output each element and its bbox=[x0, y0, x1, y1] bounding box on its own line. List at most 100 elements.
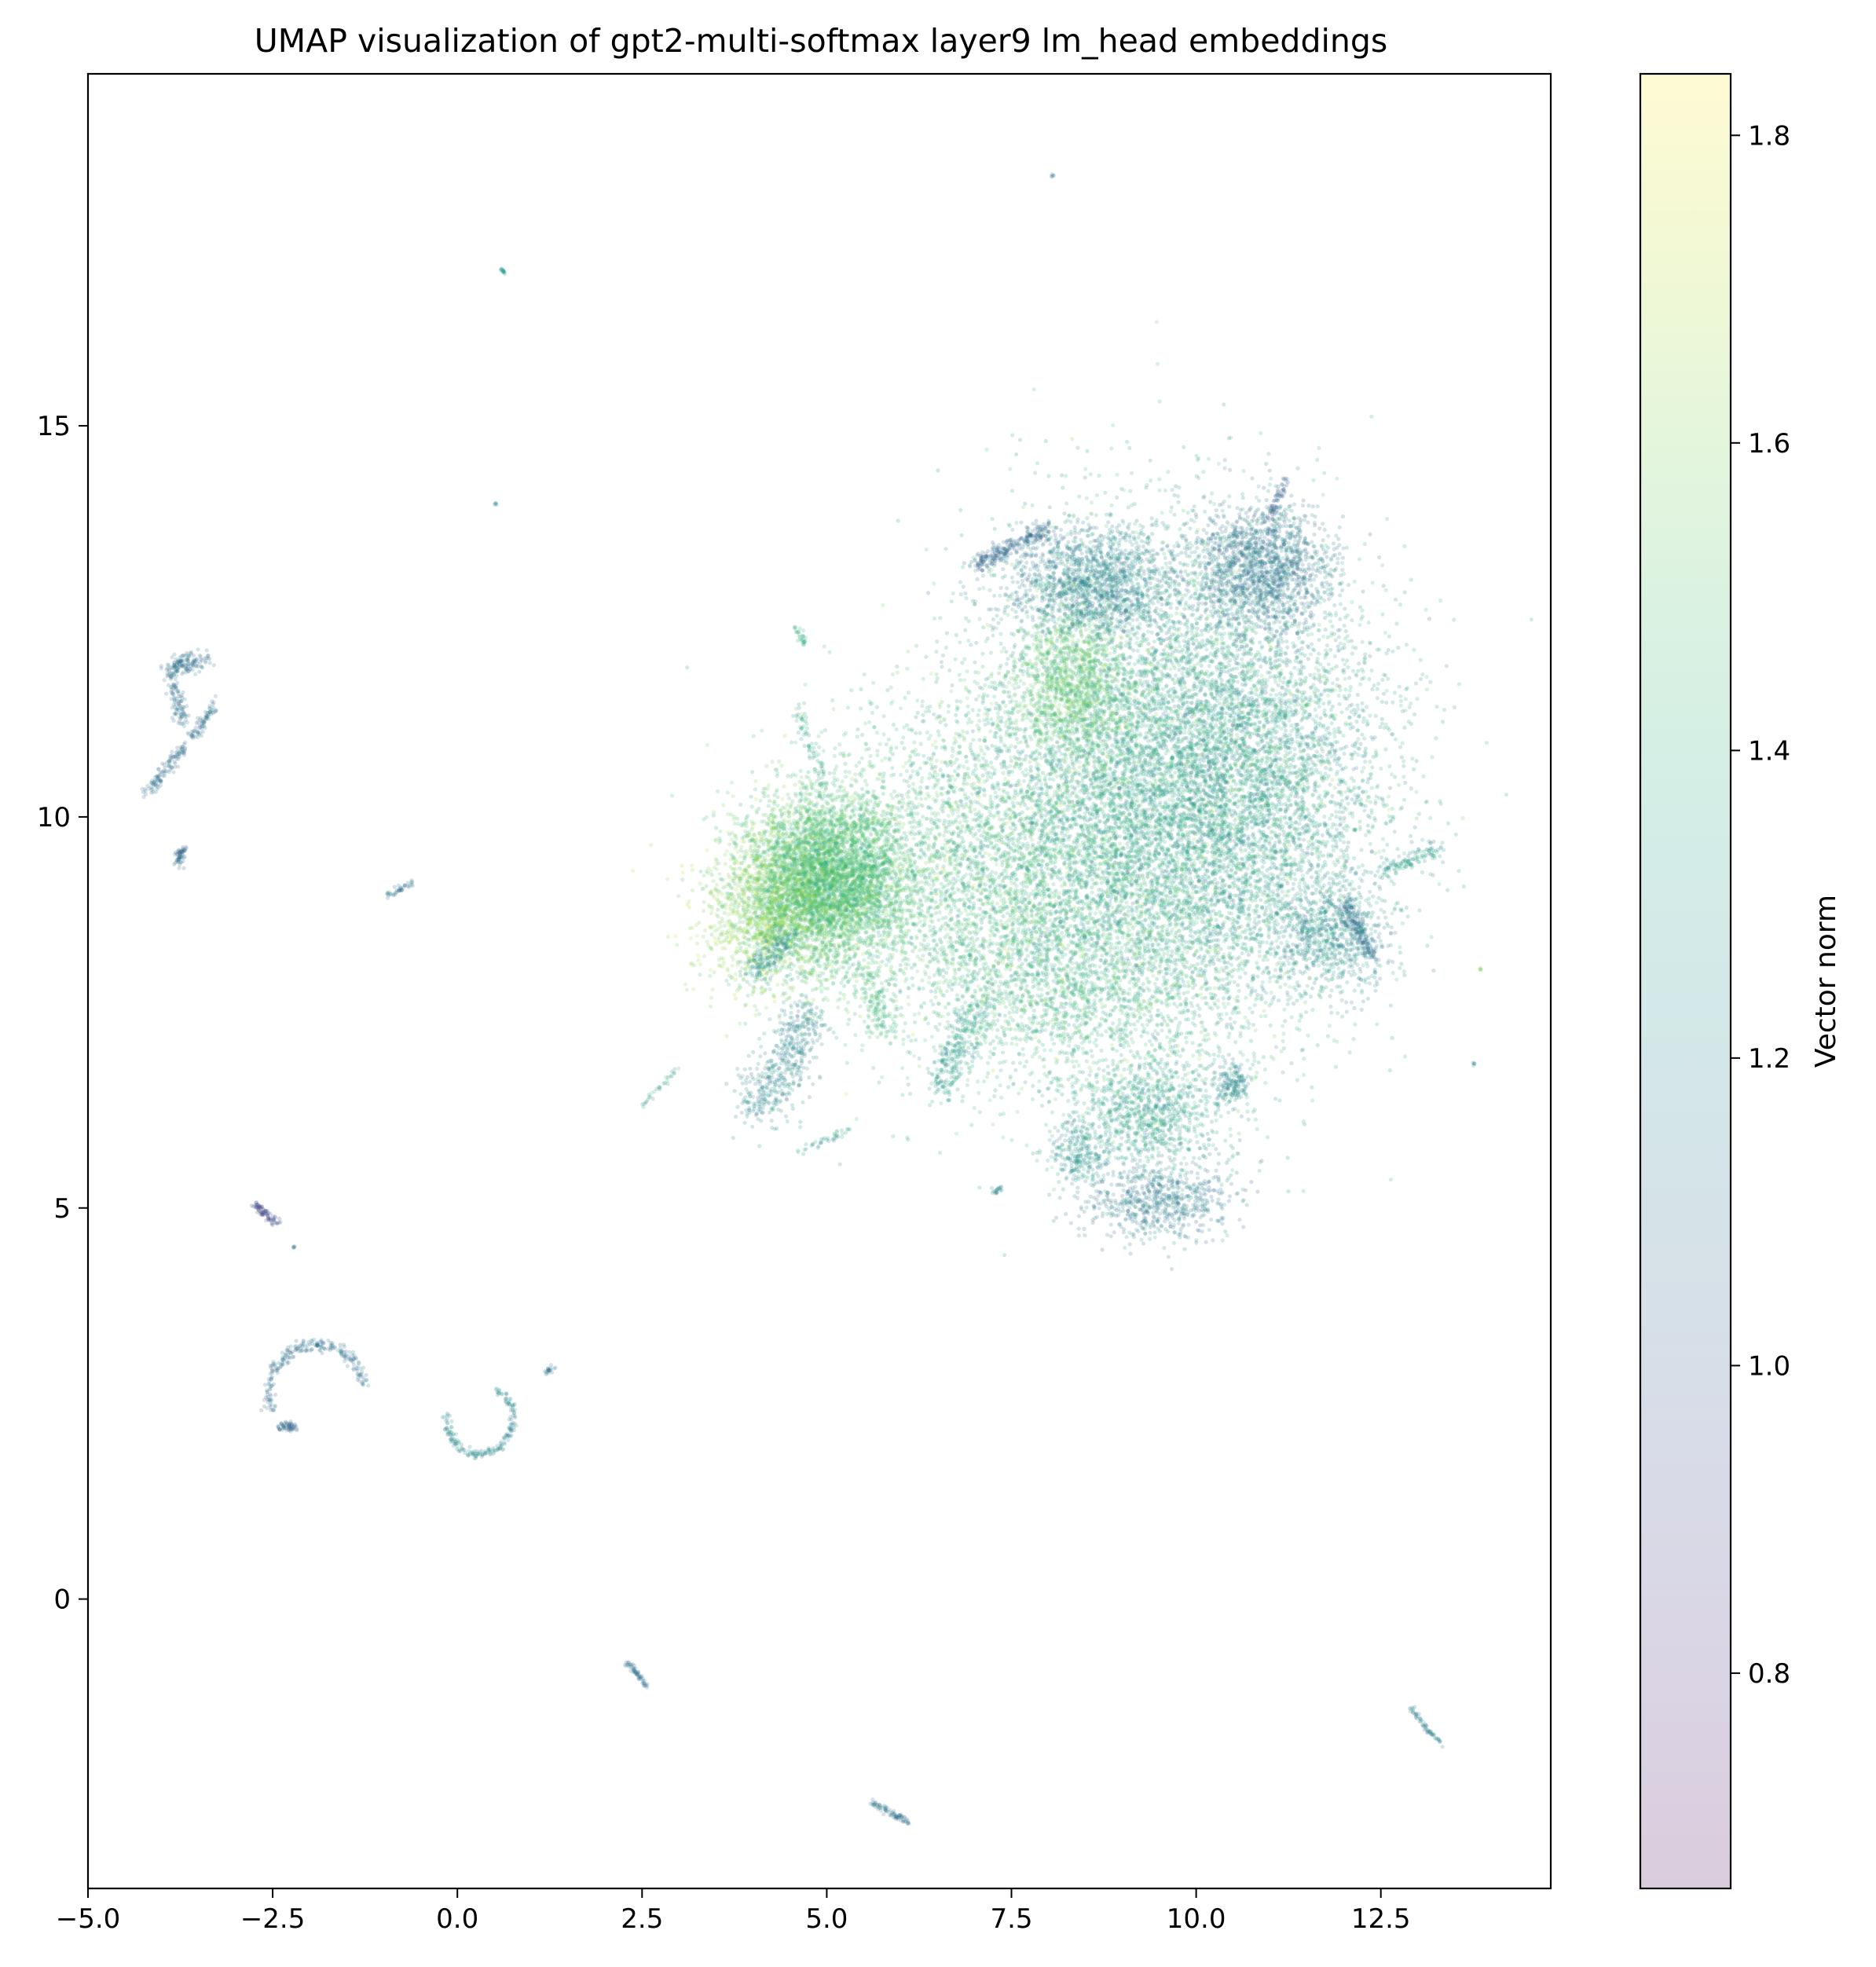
data-point bbox=[823, 841, 826, 844]
data-point bbox=[835, 811, 839, 815]
data-point bbox=[850, 844, 854, 848]
chart-title: UMAP visualization of gpt2-multi-softmax… bbox=[255, 22, 1387, 60]
data-point bbox=[804, 784, 808, 788]
data-point bbox=[785, 982, 789, 986]
data-point bbox=[870, 849, 874, 853]
data-point bbox=[859, 831, 863, 835]
data-point bbox=[743, 830, 747, 833]
data-point bbox=[799, 769, 803, 773]
data-point bbox=[818, 811, 822, 815]
data-point bbox=[756, 849, 760, 853]
data-point bbox=[860, 756, 864, 760]
data-point bbox=[840, 926, 844, 930]
data-point bbox=[789, 804, 793, 808]
data-point bbox=[790, 967, 793, 971]
data-point bbox=[841, 795, 845, 799]
data-point bbox=[881, 893, 885, 897]
data-point bbox=[808, 859, 812, 863]
data-point bbox=[856, 946, 860, 950]
data-point bbox=[795, 970, 799, 974]
data-point bbox=[709, 932, 713, 936]
data-point bbox=[785, 831, 789, 835]
data-point bbox=[914, 935, 918, 939]
data-point bbox=[844, 762, 848, 766]
data-point bbox=[771, 760, 775, 764]
data-point bbox=[780, 797, 784, 801]
data-point bbox=[746, 814, 749, 818]
data-point bbox=[859, 869, 863, 873]
data-point bbox=[775, 804, 779, 808]
data-point bbox=[849, 917, 853, 921]
data-point bbox=[911, 782, 915, 786]
data-point bbox=[730, 831, 734, 835]
data-point bbox=[834, 854, 838, 858]
data-point bbox=[783, 837, 787, 841]
data-point bbox=[785, 803, 789, 807]
data-point bbox=[772, 793, 776, 797]
data-point bbox=[753, 779, 757, 783]
data-point bbox=[788, 823, 792, 827]
data-point bbox=[853, 772, 857, 776]
data-point bbox=[811, 911, 815, 915]
data-point bbox=[735, 817, 739, 821]
data-point bbox=[808, 886, 812, 890]
data-point bbox=[831, 815, 835, 819]
data-point bbox=[787, 797, 791, 800]
data-point bbox=[705, 815, 709, 819]
data-point bbox=[773, 767, 777, 771]
data-point bbox=[841, 965, 845, 969]
data-point bbox=[749, 795, 753, 799]
data-point bbox=[714, 826, 718, 830]
data-point bbox=[750, 770, 754, 774]
data-point bbox=[832, 858, 836, 862]
data-point bbox=[838, 991, 842, 994]
data-point bbox=[759, 799, 763, 803]
data-point bbox=[766, 794, 770, 798]
data-point bbox=[880, 759, 884, 763]
data-point bbox=[855, 980, 859, 983]
data-point bbox=[764, 764, 768, 768]
data-point bbox=[800, 794, 804, 798]
data-point bbox=[820, 884, 824, 888]
data-point bbox=[717, 837, 721, 841]
data-point bbox=[801, 825, 804, 829]
data-point bbox=[726, 790, 730, 794]
data-point bbox=[851, 809, 855, 813]
data-point bbox=[828, 948, 832, 952]
data-point bbox=[780, 811, 784, 815]
data-point bbox=[782, 734, 786, 738]
data-point bbox=[793, 792, 797, 796]
data-point bbox=[786, 793, 790, 797]
data-point bbox=[904, 808, 908, 812]
data-point bbox=[815, 821, 819, 825]
data-point bbox=[710, 873, 714, 877]
data-point bbox=[733, 822, 737, 826]
data-point bbox=[777, 830, 781, 833]
data-point bbox=[881, 792, 885, 796]
data-point bbox=[768, 987, 772, 991]
data-point bbox=[762, 787, 766, 791]
data-point bbox=[833, 783, 837, 787]
data-point bbox=[790, 799, 794, 803]
data-point bbox=[724, 979, 728, 983]
data-point bbox=[757, 1012, 761, 1016]
data-point bbox=[820, 804, 824, 808]
data-point bbox=[859, 858, 863, 862]
data-point bbox=[716, 789, 720, 793]
data-point bbox=[920, 978, 924, 982]
data-point bbox=[867, 924, 870, 928]
data-point bbox=[746, 994, 750, 998]
data-point bbox=[723, 853, 727, 857]
data-point bbox=[762, 819, 766, 823]
data-point bbox=[730, 781, 734, 785]
data-point bbox=[738, 803, 742, 807]
data-point bbox=[899, 855, 903, 859]
data-point bbox=[830, 793, 834, 797]
data-point bbox=[835, 789, 839, 793]
data-point bbox=[775, 788, 779, 792]
data-point bbox=[880, 938, 884, 942]
data-point bbox=[889, 848, 893, 852]
data-point bbox=[750, 804, 754, 808]
data-point bbox=[848, 770, 852, 774]
data-point bbox=[889, 942, 893, 946]
